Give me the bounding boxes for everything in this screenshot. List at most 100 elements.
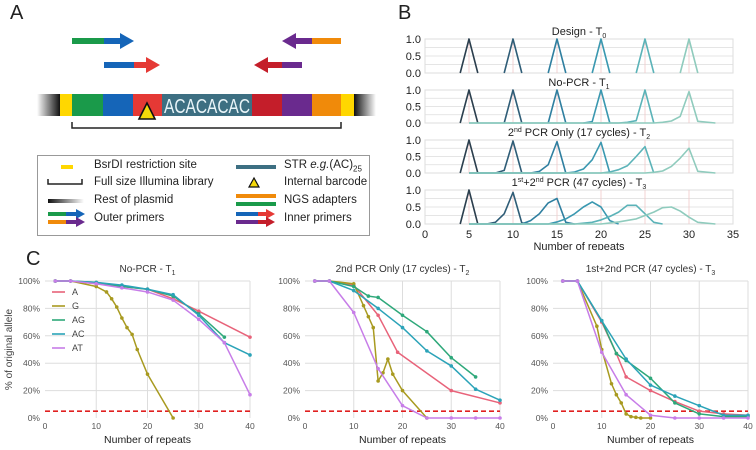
x-axis-label: Number of repeats [359,434,446,446]
x-tick-label: 30 [695,421,705,431]
y-tick-label: 0% [536,413,549,423]
data-point-ag [648,376,653,381]
x-tick-label: 25 [639,229,651,241]
panel-b-subplot: 0.0 0.5 1.0 No-PCR - T1 [406,77,734,130]
str-bar-icon [236,165,276,169]
str-segment [162,94,252,116]
subplot-title: No-PCR - T1 [120,264,176,277]
x-tick-label: 0 [551,421,556,431]
data-point-at [68,279,73,283]
data-point-g [104,290,109,294]
y-tick-label: 0% [288,413,301,423]
series-line-10 [503,38,523,74]
data-point-at [624,392,628,397]
series-line-5 [459,139,479,174]
title-sup: nd [514,127,522,134]
series-line-30 [469,206,716,225]
data-point-g [629,414,633,419]
data-point-at [697,416,702,420]
data-point-ag [697,412,702,416]
outer-primer-reverse-icon [282,33,341,49]
data-point-g [130,332,134,337]
data-point-ac [171,292,175,297]
x-tick-label: 10 [597,421,607,431]
yellow-bar-icon [61,165,73,169]
panel-c-subplot: 0% 20% 40% 60% 80% 100% 0 10 20 30 40 Number of rep… [526,264,753,446]
data-point-g [634,415,638,420]
data-point-ac [248,353,252,357]
legend-str-eg: e.g. [310,159,330,171]
y-tick-label: 100% [278,276,300,286]
legend-label-ag: AG [72,315,85,325]
y-axis-label: % of original allele [4,308,15,390]
title-part: Design - T [552,26,603,38]
data-point-at [171,298,175,302]
x-tick-label: 15 [551,229,563,241]
legend-str-sub: 25 [353,164,362,174]
data-point-ac [673,394,677,398]
data-point-g [120,316,124,320]
series-line-15 [547,38,567,74]
data-point-at [721,416,726,420]
data-point-at [248,392,252,397]
data-point-a [196,309,201,313]
y-tick-label: 0.5 [406,202,421,214]
data-point-g [114,305,119,309]
data-point-g [386,357,390,361]
ngs-bars-icon [236,194,276,206]
data-point-ag [425,329,429,334]
construct-legend: BsrDI restriction site Full size Illumin… [37,155,370,236]
data-point-at [575,279,580,283]
title-part: No-PCR - T [548,77,606,89]
panel-b-subplot: 0.0 0.5 1.0 Design - T0 [406,26,734,80]
title-part: 2 [508,127,514,139]
series-line-25 [635,38,655,74]
data-point-at [312,279,317,283]
data-point-ac [721,413,726,418]
panel-a-label: A [10,2,24,24]
ngs-adapter-right-segment [312,94,341,116]
x-tick-label: 40 [245,421,255,431]
title-sub: 3 [642,184,646,191]
series-line-10 [503,89,523,124]
data-point-at [473,416,478,420]
data-point-a [376,313,380,318]
x-tick-label: 30 [447,421,457,431]
outer-primers-icon [48,209,85,227]
inner-primers-icon [236,209,275,227]
data-point-at [498,416,502,420]
bracket-icon [47,179,83,185]
title-sub: 1 [606,84,610,91]
legend-label-ac: AC [72,329,85,339]
y-tick-label: 80% [23,303,40,313]
data-point-g [595,324,599,329]
data-point-g [376,379,380,383]
y-tick-label: 60% [531,331,548,341]
inner-primer-right-segment [252,94,282,116]
panel-b-subplot: 0.0 0.5 1.0 1st+2nd PCR (47 cycles) - T3 [406,177,734,231]
x-axis-label: Number of repeats [607,434,694,446]
data-point-ac [599,318,604,323]
title-part: 2nd PCR Only (17 cycles) - T [336,264,466,275]
data-point-ac [425,349,429,353]
data-point-ag [366,294,371,298]
data-point-ag [673,401,677,405]
title-sub: 2 [646,134,650,141]
illumina-library-bracket-icon [71,122,342,129]
data-point-g [619,401,624,405]
data-point-a [624,375,628,379]
y-tick-label: 40% [283,358,300,368]
y-tick-label: 1.0 [406,185,421,197]
data-point-a [648,388,653,393]
data-point-g [135,347,140,352]
panel-b-label: B [398,2,412,24]
y-tick-label: 1.0 [406,135,421,147]
data-point-at [560,279,565,283]
bsrdi-right-segment [341,94,354,116]
x-tick-label: 20 [646,421,656,431]
x-tick-label: 20 [143,421,153,431]
title-part: 1 [512,177,518,189]
y-tick-label: 40% [531,358,548,368]
series-line-g [562,280,651,419]
